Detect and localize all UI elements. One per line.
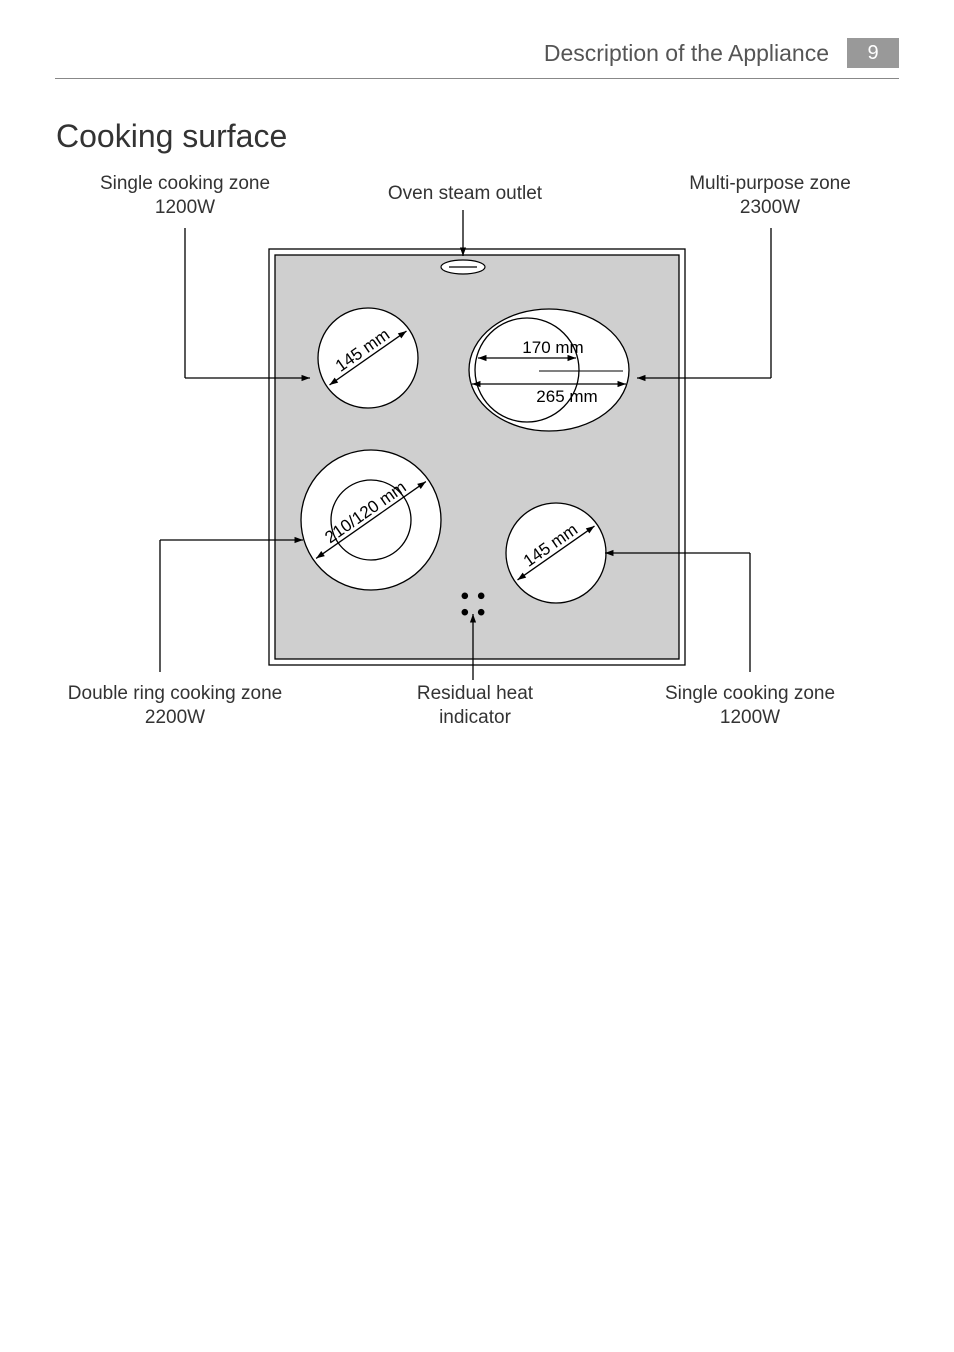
label-double-ring: Double ring cooking zone 2200W xyxy=(45,682,305,730)
svg-text:170 mm: 170 mm xyxy=(522,338,583,357)
label-single-zone-br: Single cooking zone 1200W xyxy=(635,682,865,730)
header-title: Description of the Appliance xyxy=(544,40,829,67)
page-number-box: 9 xyxy=(847,38,899,68)
label-steam-outlet: Oven steam outlet xyxy=(355,182,575,206)
label-multi-zone: Multi-purpose zone 2300W xyxy=(650,172,890,220)
page-number: 9 xyxy=(867,42,878,65)
cooktop-svg: 145 mm210/120 mm145 mm170 mm265 mm xyxy=(55,160,899,760)
cooktop-diagram: Single cooking zone 1200W Oven steam out… xyxy=(55,160,899,760)
label-residual-heat: Residual heat indicator xyxy=(365,682,585,730)
section-title: Cooking surface xyxy=(56,118,287,155)
svg-text:265 mm: 265 mm xyxy=(536,387,597,406)
label-single-zone-tl: Single cooking zone 1200W xyxy=(75,172,295,220)
page-header: Description of the Appliance 9 xyxy=(55,38,899,79)
